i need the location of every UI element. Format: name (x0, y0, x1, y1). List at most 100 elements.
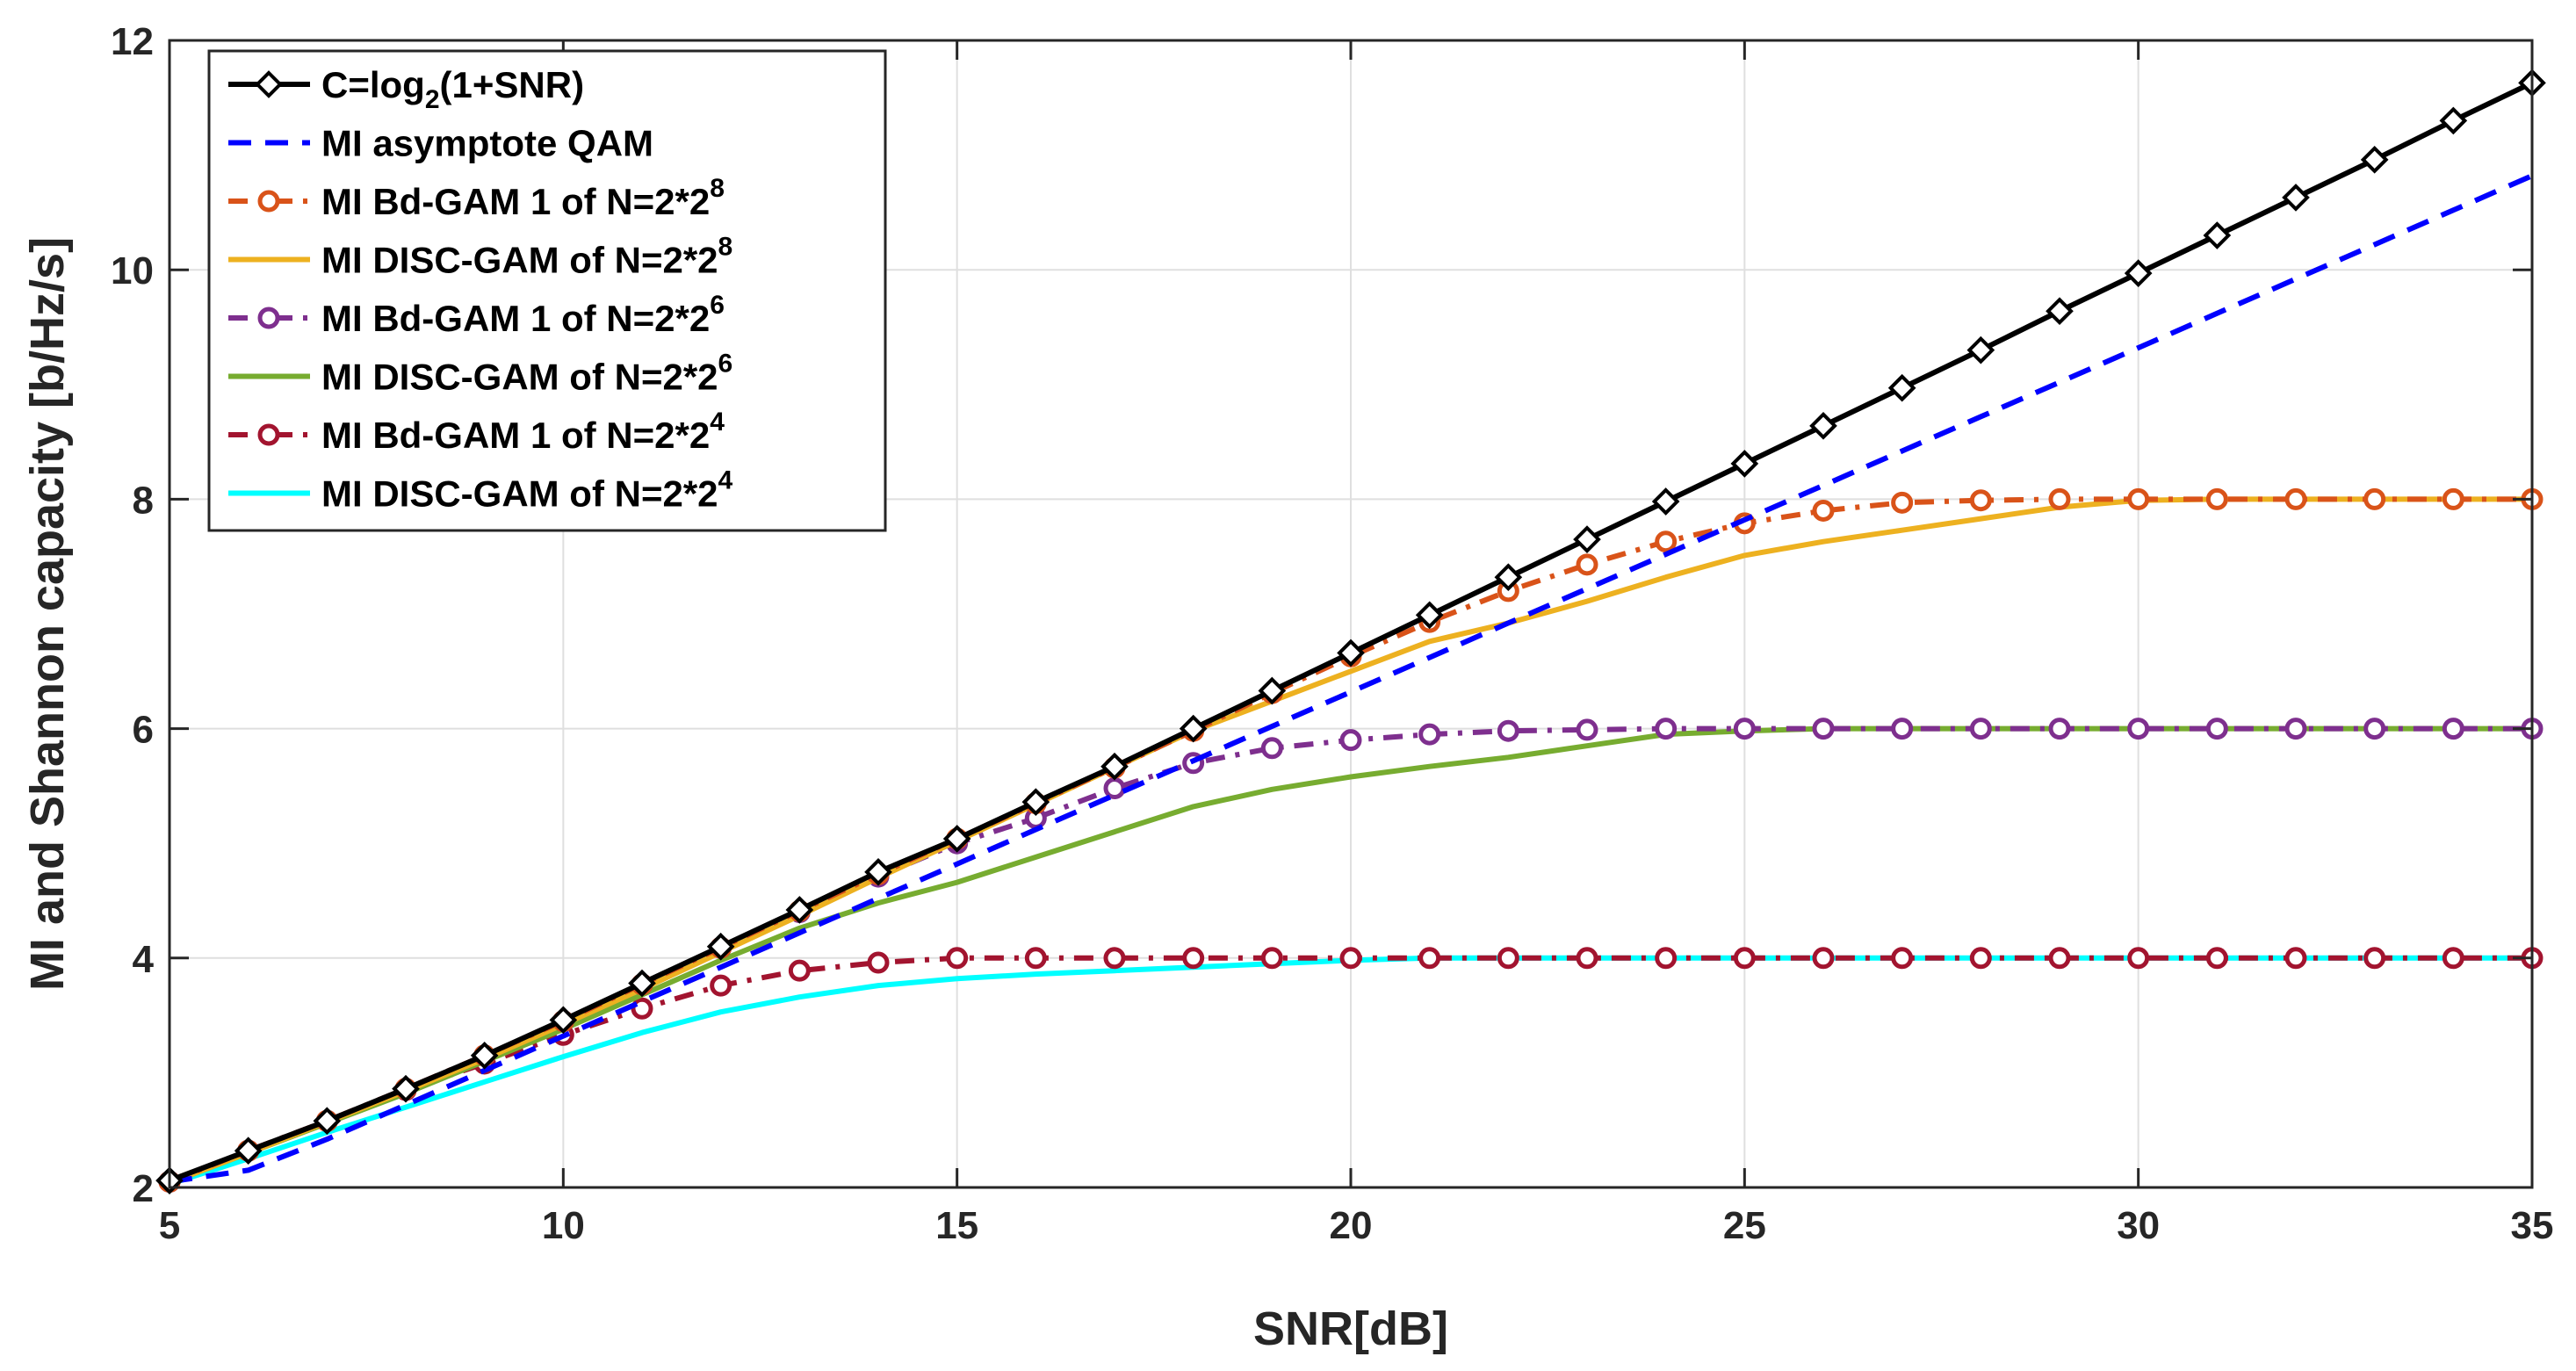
diamond-marker (1651, 487, 1680, 516)
diamond-marker (628, 969, 656, 998)
y-axis-label: MI and Shannon capacity [b/Hz/s] (21, 237, 74, 991)
circle-marker (257, 190, 280, 213)
circle-marker (2442, 718, 2464, 740)
diamond-marker (1494, 563, 1523, 592)
circle-marker (1418, 947, 1441, 970)
circle-marker (1891, 947, 1914, 970)
legend-label: MI Bd-GAM 1 of N=2*28 (321, 174, 725, 222)
circle-marker (1969, 947, 1992, 970)
circle-marker (1260, 737, 1283, 760)
series-2 (169, 173, 2534, 1185)
circle-marker (257, 307, 280, 329)
diamond-marker (2282, 184, 2310, 212)
legend-item: MI Bd-GAM 1 of N=2*28 (228, 174, 725, 222)
circle-marker (1655, 947, 1678, 970)
circle-marker (257, 423, 280, 446)
circle-marker (1260, 947, 1283, 970)
legend: C=log2(1+SNR) MI asymptote QAM MI Bd-GAM 1… (207, 49, 887, 532)
legend-item: MI DISC-GAM of N=2*26 (228, 350, 732, 398)
circle-marker (2363, 718, 2386, 740)
legend-label: MI Bd-GAM 1 of N=2*26 (321, 291, 725, 339)
circle-marker (2442, 487, 2464, 510)
circle-marker (1103, 947, 1126, 970)
circle-marker (1655, 530, 1678, 553)
x-tick-label: 5 (159, 1204, 180, 1247)
circle-marker (1103, 777, 1126, 800)
circle-marker (1812, 718, 1835, 740)
circle-marker (2048, 487, 2071, 510)
circle-marker (1576, 553, 1598, 576)
circle-marker (2205, 487, 2228, 510)
diamond-marker (2124, 259, 2153, 287)
circle-marker (2205, 947, 2228, 970)
x-tick-label: 25 (1723, 1204, 1766, 1247)
y-tick-label: 12 (111, 20, 154, 63)
circle-marker (1891, 491, 1914, 514)
circle-marker (2048, 718, 2071, 740)
circle-marker (2442, 947, 2464, 970)
circle-marker (2127, 487, 2150, 510)
circle-marker (1497, 947, 1519, 970)
circle-marker (1576, 947, 1598, 970)
circle-marker (1339, 729, 1362, 752)
circle-marker (867, 951, 890, 974)
circle-marker (1733, 947, 1756, 970)
legend-item: MI Bd-GAM 1 of N=2*26 (228, 291, 725, 339)
circle-marker (1418, 723, 1441, 746)
diamond-marker (549, 1006, 578, 1035)
diamond-marker (1415, 601, 1444, 630)
diamond-marker (313, 1107, 342, 1136)
diamond-marker (470, 1041, 499, 1070)
circle-marker (2127, 718, 2150, 740)
circle-marker (2284, 718, 2307, 740)
circle-marker (1655, 718, 1678, 740)
circle-marker (2363, 487, 2386, 510)
diamond-marker (2046, 297, 2074, 326)
x-tick-label: 35 (2511, 1204, 2554, 1247)
legend-item: MI DISC-GAM of N=2*28 (228, 233, 732, 281)
circle-marker (2284, 487, 2307, 510)
diamond-marker (1809, 411, 1837, 440)
legend-item: MI DISC-GAM of N=2*24 (228, 466, 733, 515)
circle-marker (2363, 947, 2386, 970)
x-tick-label: 20 (1330, 1204, 1373, 1247)
circle-marker (1812, 499, 1835, 522)
diamond-marker (1887, 373, 1916, 402)
diamond-marker (1021, 788, 1050, 817)
diamond-marker (785, 896, 814, 924)
y-tick-label: 6 (133, 709, 154, 752)
circle-marker (1497, 719, 1519, 742)
circle-marker (2127, 947, 2150, 970)
circle-marker (1024, 947, 1047, 970)
circle-marker (1182, 947, 1205, 970)
legend-item: C=log2(1+SNR) (228, 64, 584, 114)
circle-marker (1969, 718, 1992, 740)
y-tick-label: 8 (133, 479, 154, 522)
legend-label: MI asymptote QAM (321, 123, 653, 164)
circle-marker (631, 997, 653, 1020)
x-tick-label: 10 (542, 1204, 585, 1247)
legend-label: MI DISC-GAM of N=2*28 (321, 233, 732, 281)
circle-marker (1733, 718, 1756, 740)
circle-marker (1339, 947, 1362, 970)
ticks: 5 10 15 20 25 30 35 2 4 6 8 10 12 (111, 20, 2553, 1247)
y-tick-label: 10 (111, 249, 154, 292)
y-tick-label: 2 (133, 1167, 154, 1210)
circle-marker (1576, 718, 1598, 741)
diamond-marker (2360, 145, 2389, 174)
diamond-marker (234, 1136, 263, 1165)
diamond-marker (1258, 676, 1287, 705)
legend-label: MI Bd-GAM 1 of N=2*24 (321, 408, 725, 456)
legend-label: MI DISC-GAM of N=2*26 (321, 350, 732, 398)
diamond-marker (2203, 221, 2232, 249)
circle-marker (788, 959, 811, 982)
diamond-marker (1966, 336, 1995, 364)
circle-marker (2205, 718, 2228, 740)
legend-box (207, 49, 887, 532)
y-tick-label: 4 (133, 938, 155, 981)
series-1 (155, 69, 2546, 1194)
circle-marker (946, 947, 969, 970)
series-layer (155, 69, 2546, 1194)
diamond-marker (706, 932, 735, 961)
